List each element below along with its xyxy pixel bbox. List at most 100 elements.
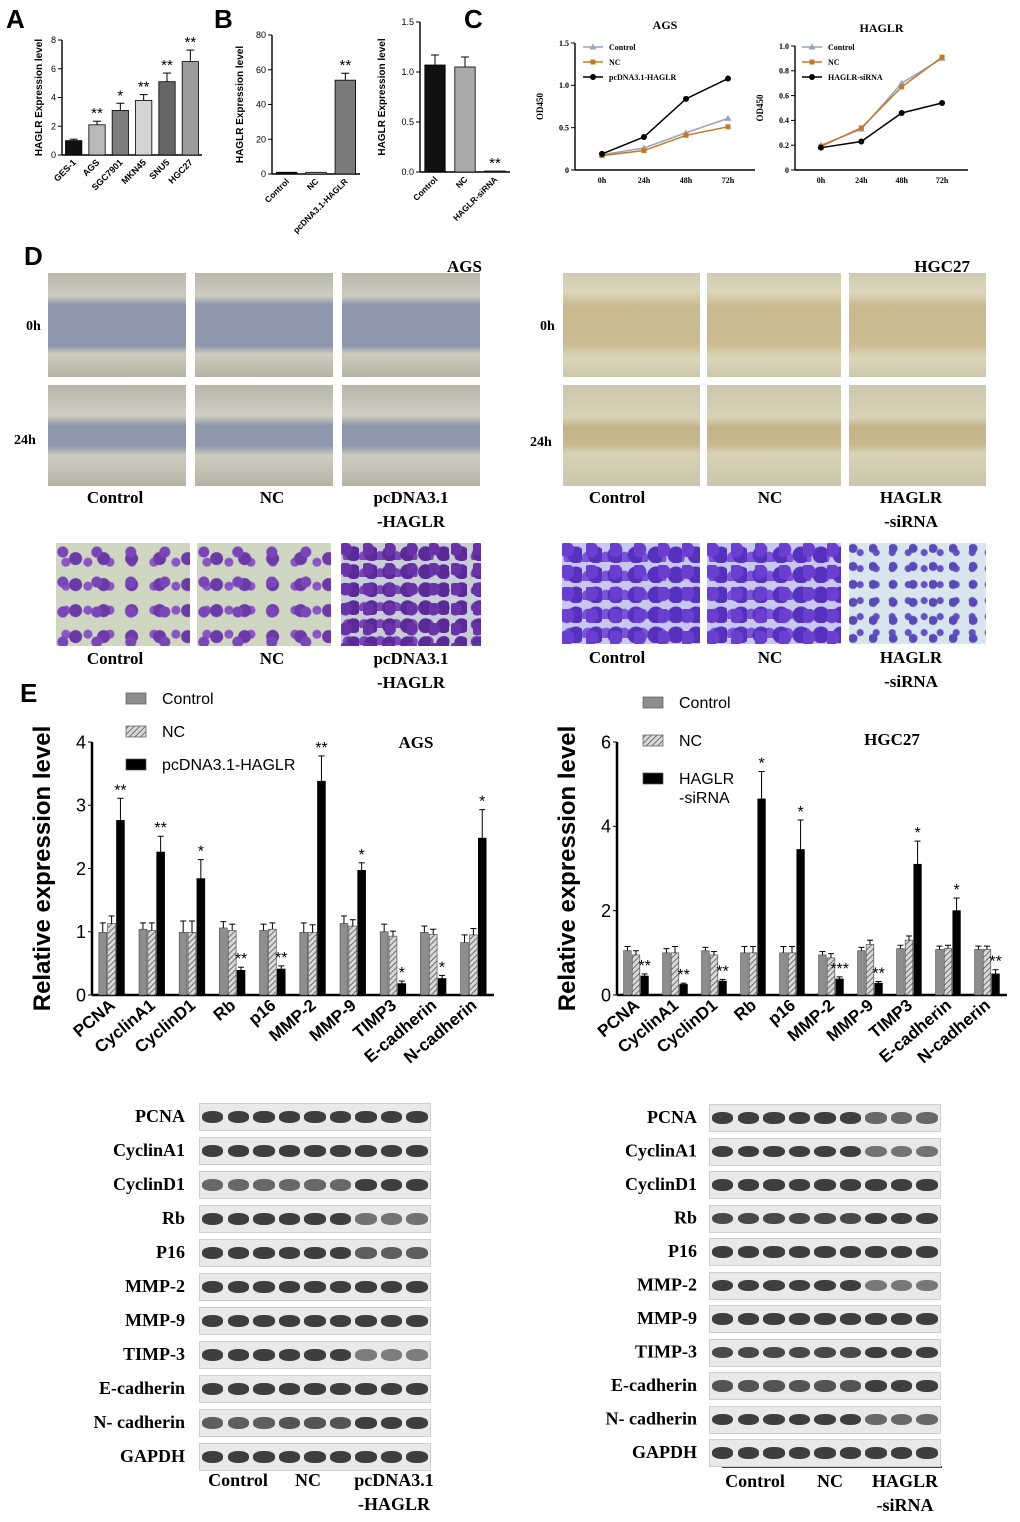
blot-band <box>253 1383 275 1395</box>
blot-band <box>814 1380 836 1392</box>
bar <box>156 851 165 996</box>
transwell-group-label: HAGLR <box>880 648 943 667</box>
blot-band <box>202 1349 224 1361</box>
blot-band <box>202 1145 224 1157</box>
bar <box>178 932 188 996</box>
blot-band <box>839 1145 862 1158</box>
blot-strip <box>199 1205 431 1233</box>
significance-mark: ** <box>138 79 150 96</box>
data-point <box>599 150 605 157</box>
x-tick-label: AGS <box>81 157 102 178</box>
y-tick-label: 2 <box>51 121 56 131</box>
blot-label: CyclinD1 <box>113 1174 185 1194</box>
bar <box>952 910 961 996</box>
blot-strip <box>709 1238 941 1266</box>
wound-group-label: pcDNA3.1 <box>373 488 448 507</box>
blot-band <box>278 1451 301 1463</box>
blot-band <box>737 1447 760 1459</box>
blot-band <box>304 1417 326 1429</box>
series-line <box>601 126 729 157</box>
bar <box>469 934 478 996</box>
blot-band <box>839 1279 862 1292</box>
blot-band <box>202 1213 224 1225</box>
blot-band <box>355 1111 377 1123</box>
bar <box>339 923 349 996</box>
bar <box>904 939 914 996</box>
data-point <box>641 133 647 140</box>
blot-band <box>763 1112 785 1124</box>
bar <box>935 949 944 996</box>
y-tick-label: 1.0 <box>779 42 789 51</box>
x-tick-label: MMP-9 <box>306 996 360 1046</box>
legend-label: NC <box>828 58 840 67</box>
wound-ags-control-24h <box>48 385 186 486</box>
legend-swatch <box>125 692 147 705</box>
blot-strip <box>709 1372 941 1400</box>
blot-band <box>253 1349 275 1361</box>
blot-band <box>304 1247 326 1259</box>
bar <box>276 968 286 996</box>
blot-strip <box>199 1307 431 1335</box>
blot-label: N- cadherin <box>94 1412 186 1432</box>
bar <box>437 978 447 996</box>
blot-band <box>916 1145 938 1158</box>
y-tick-label: 0.8 <box>779 67 789 76</box>
significance-mark: ** <box>114 782 126 799</box>
data-point <box>725 124 731 130</box>
blot-band <box>788 1447 811 1459</box>
significance-mark: ** <box>275 950 287 967</box>
data-point <box>683 132 689 138</box>
blot-band <box>253 1451 275 1463</box>
y-tick-label: 4 <box>76 732 86 752</box>
transwell-ags-nc <box>197 543 331 646</box>
data-point <box>898 79 906 86</box>
chart-c2: 0 0.2 0.4 0.6 0.8 1.0 OD450 HAGLR 0h 24h 48h 72h Con… <box>755 21 968 185</box>
panel-letter-e: E <box>20 678 37 708</box>
blot-band <box>278 1111 301 1123</box>
blot-band <box>839 1346 862 1359</box>
blot-group-label: NC <box>817 1471 843 1491</box>
bar <box>779 952 788 996</box>
blot-label: P16 <box>668 1241 697 1261</box>
blot-band <box>380 1213 403 1225</box>
blot-band <box>865 1413 887 1426</box>
legend-label: HAGLR <box>679 771 734 788</box>
blot-group-label: pcDNA3.1 <box>354 1470 434 1490</box>
y-tick-label: 8 <box>51 35 56 45</box>
significance-mark: * <box>439 959 445 976</box>
blot-band <box>788 1145 811 1158</box>
transwell-group-label: NC <box>260 649 285 668</box>
bar <box>428 933 438 996</box>
series-line <box>601 117 729 156</box>
wound-ags-nc-0h <box>195 273 333 377</box>
blot-band <box>737 1380 760 1392</box>
blot-strip <box>709 1271 941 1300</box>
blot-band <box>890 1279 913 1292</box>
x-tick-label: MKN45 <box>119 157 148 186</box>
transwell-hgc27-control <box>562 543 700 644</box>
blot-band <box>890 1346 913 1359</box>
blot-band <box>355 1315 377 1327</box>
y-axis-label: OD450 <box>755 94 765 122</box>
blot-band <box>839 1313 862 1325</box>
wound-ags-haglr-0h <box>342 273 480 377</box>
x-tick-label: 24h <box>638 176 651 185</box>
blot-band <box>788 1413 811 1426</box>
bar <box>219 927 228 996</box>
y-tick-label: 4 <box>601 817 611 837</box>
blot-band <box>406 1213 428 1225</box>
blot-band <box>712 1313 734 1325</box>
bar <box>275 171 298 175</box>
blot-band <box>712 1447 734 1459</box>
blot-band <box>788 1313 811 1325</box>
blot-band <box>227 1145 250 1157</box>
bar <box>147 930 157 996</box>
x-tick-label: 48h <box>895 176 908 185</box>
bar <box>308 932 317 996</box>
blot-band <box>763 1313 785 1325</box>
blot-band <box>304 1315 326 1327</box>
bar <box>818 954 827 996</box>
wound-group-label: -siRNA <box>884 512 939 531</box>
